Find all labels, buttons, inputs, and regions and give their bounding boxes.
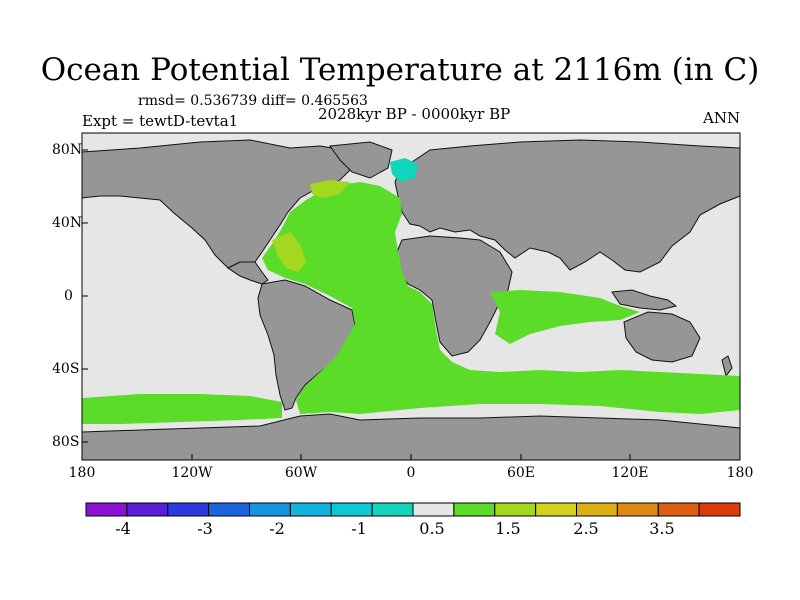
map-title: Ocean Potential Temperature at 2116m (in… [40,52,760,88]
colorbar-swatch [616,502,659,517]
colorbar-swatch [453,502,496,517]
period-subtitle: 2028kyr BP - 0000kyr BP [318,105,511,123]
lat-label: 80S [52,434,80,450]
colorbar-swatch [576,502,618,517]
colorbar-swatch [330,502,373,517]
colorbar-swatch [494,502,537,517]
anomaly-warm-gulf [272,232,306,272]
land-new-zealand [721,355,733,378]
lon-label: 60W [284,465,318,481]
land-north-america [81,139,356,269]
lon-label: 60E [506,465,536,481]
anomaly-warm-north-atlantic [310,180,350,198]
colorbar-label: -4 [115,519,131,538]
colorbar-swatch [208,502,251,517]
lon-label: 0 [406,465,416,481]
anomaly-southern-ocean-pacific [82,394,282,424]
lat-label: 40N [52,215,83,231]
land-maritime-continent [611,289,678,311]
lon-label: 180 [68,465,96,481]
colorbar [85,502,741,517]
lon-label: 120E [611,465,649,481]
colorbar-label: 2.5 [573,519,599,538]
anomaly-atlantic [262,182,740,414]
experiment-label: Expt = tewtD-tevta1 [82,112,239,130]
colorbar-label: 1.5 [495,519,521,538]
colorbar-swatch [126,502,169,517]
colorbar-label: 3.5 [649,519,675,538]
lat-label: 0 [64,288,73,304]
land-australia [623,311,701,363]
anomaly-indian-ocean [490,290,640,344]
lon-label: 180 [726,465,754,481]
colorbar-swatch [698,502,741,517]
colorbar-swatch [167,502,210,517]
land-south-america [257,279,356,411]
colorbar-label: 0.5 [419,519,445,538]
stats-text: rmsd= 0.536739 diff= 0.465563 [138,93,368,109]
colorbar-swatch [85,502,128,517]
colorbar-swatch [371,502,414,517]
land-eurasia [394,139,741,273]
colorbar-label: -3 [197,519,213,538]
anomaly-layer [82,158,740,424]
colorbar-swatch [289,502,332,517]
colorbar-swatch [249,502,291,517]
lat-label: 80N [52,142,83,158]
land-central-america [227,261,269,285]
anomaly-cold-nordic-seas [390,158,418,182]
season-label: ANN [703,109,741,127]
lat-label: 40S [52,361,80,377]
colorbar-swatch [412,502,455,517]
land-africa [395,235,513,357]
colorbar-label: -2 [269,519,285,538]
colorbar-swatch [657,502,700,517]
land-greenland [329,141,393,179]
colorbar-label: -1 [351,519,367,538]
colorbar-swatch [535,502,578,517]
land-layer [81,139,741,461]
axis-ticks [81,149,741,460]
lon-label: 120W [171,465,213,481]
